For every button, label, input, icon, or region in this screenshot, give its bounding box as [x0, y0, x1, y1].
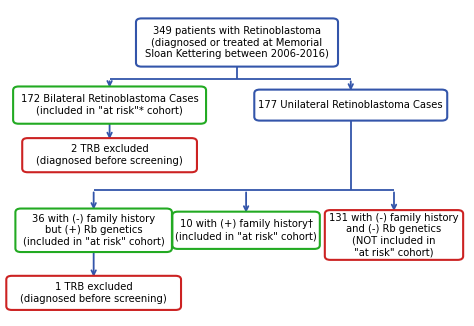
Text: 2 TRB excluded
(diagnosed before screening): 2 TRB excluded (diagnosed before screeni… [36, 144, 183, 166]
FancyBboxPatch shape [6, 276, 181, 310]
FancyBboxPatch shape [325, 210, 463, 260]
FancyBboxPatch shape [173, 212, 320, 249]
FancyBboxPatch shape [136, 18, 338, 67]
FancyBboxPatch shape [254, 90, 447, 121]
Text: 10 with (+) family history†
(included in "at risk" cohort): 10 with (+) family history† (included in… [175, 219, 317, 241]
Text: 172 Bilateral Retinoblastoma Cases
(included in "at risk"* cohort): 172 Bilateral Retinoblastoma Cases (incl… [21, 94, 199, 116]
FancyBboxPatch shape [22, 138, 197, 172]
Text: 177 Unilateral Retinoblastoma Cases: 177 Unilateral Retinoblastoma Cases [258, 100, 443, 110]
Text: 36 with (-) family history
but (+) Rb genetics
(included in "at risk" cohort): 36 with (-) family history but (+) Rb ge… [23, 214, 164, 247]
FancyBboxPatch shape [13, 86, 206, 124]
FancyBboxPatch shape [15, 209, 172, 252]
Text: 131 with (-) family history
and (-) Rb genetics
(NOT included in
"at risk" cohor: 131 with (-) family history and (-) Rb g… [329, 213, 459, 258]
Text: 349 patients with Retinoblastoma
(diagnosed or treated at Memorial
Sloan Ketteri: 349 patients with Retinoblastoma (diagno… [145, 26, 329, 59]
Text: 1 TRB excluded
(diagnosed before screening): 1 TRB excluded (diagnosed before screeni… [20, 282, 167, 304]
